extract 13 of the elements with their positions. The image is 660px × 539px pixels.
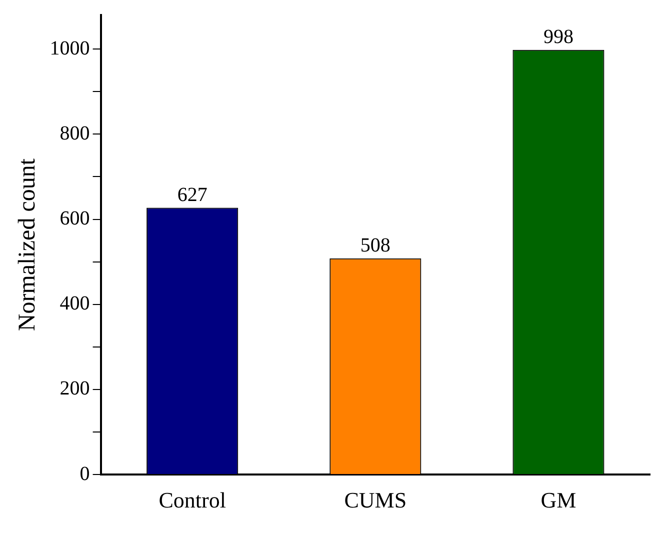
y-tick-label: 600 bbox=[60, 208, 90, 230]
y-tick-label: 0 bbox=[80, 462, 90, 485]
y-tick-label: 800 bbox=[60, 122, 90, 144]
x-tick-label: GM bbox=[540, 488, 576, 513]
y-tick-label: 200 bbox=[60, 378, 90, 400]
y-axis-title: Normalized count bbox=[14, 158, 41, 332]
y-tick-label: 400 bbox=[60, 292, 90, 315]
x-tick-label: CUMS bbox=[344, 488, 407, 513]
data-label: 508 bbox=[360, 234, 390, 257]
data-label: 627 bbox=[177, 184, 208, 206]
data-label: 998 bbox=[543, 26, 574, 48]
y-tick-label: 1000 bbox=[50, 37, 90, 60]
x-tick-label: Control bbox=[158, 488, 226, 513]
